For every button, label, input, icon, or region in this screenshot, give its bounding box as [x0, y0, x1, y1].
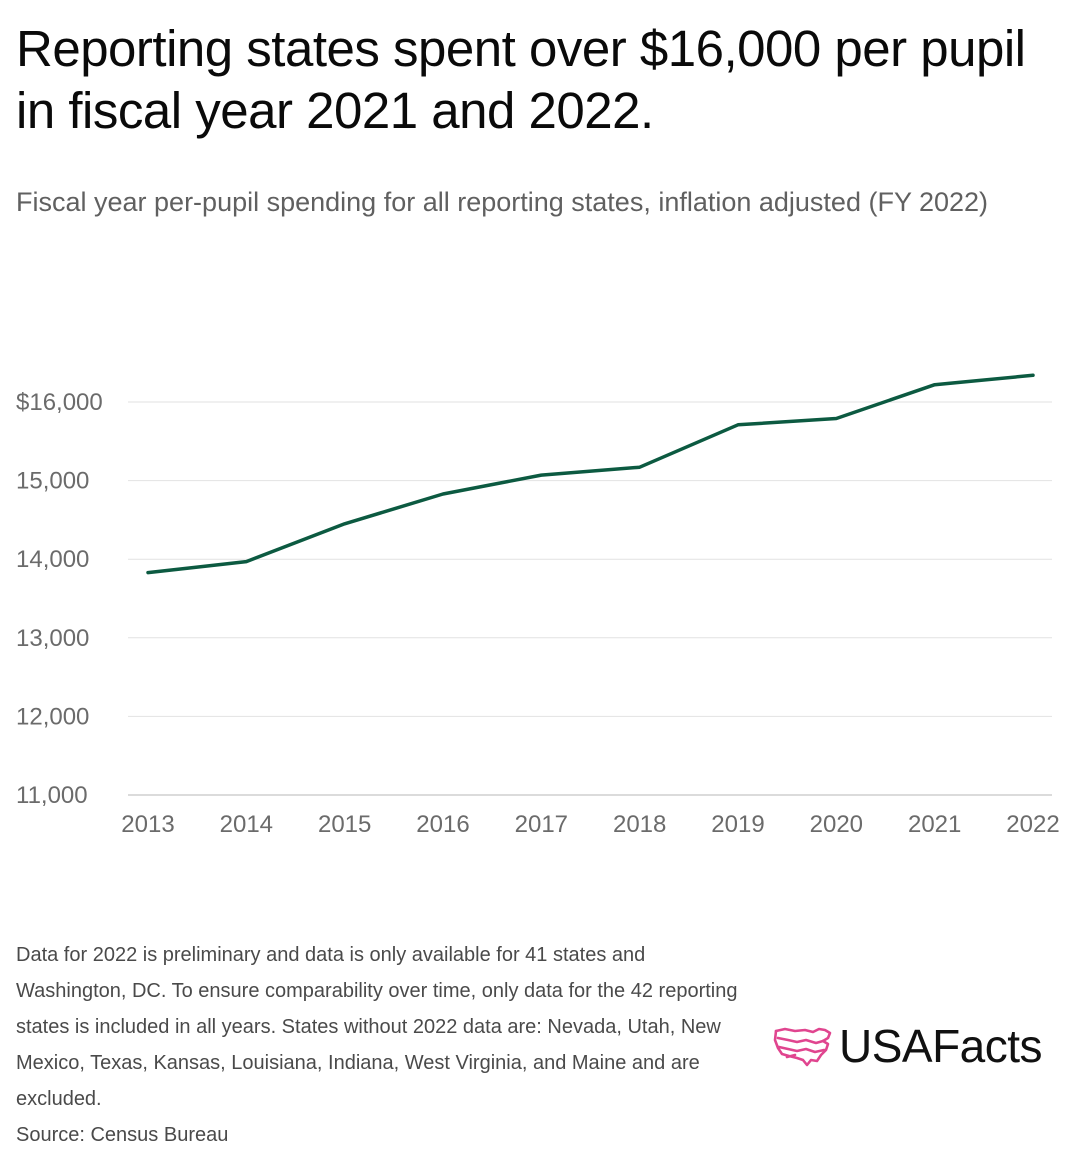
y-tick-label: 12,000: [16, 703, 89, 730]
x-tick-label: 2017: [515, 811, 568, 838]
data-point: [933, 383, 937, 387]
data-point: [539, 473, 543, 477]
logo-wordmark: USAFacts: [839, 1020, 1043, 1072]
data-point: [638, 465, 642, 469]
source-note: Source: Census Bureau: [16, 1124, 229, 1146]
data-point: [834, 417, 838, 421]
data-point: [1031, 373, 1035, 377]
data-point: [146, 571, 150, 575]
x-tick-label: 2022: [1006, 811, 1059, 838]
data-point: [343, 522, 347, 526]
y-tick-label: 11,000: [16, 782, 88, 809]
series-line: [146, 373, 1035, 575]
x-tick-label: 2015: [318, 811, 371, 838]
line-chart: 11,000 12,000 13,000 14,000 15,000 $16,000 201…: [16, 373, 1060, 838]
x-tick-label: 2014: [220, 811, 273, 838]
data-point: [441, 492, 445, 496]
chart-subtitle: Fiscal year per-pupil spending for all r…: [16, 187, 989, 217]
y-tick-label: 14,000: [16, 546, 89, 573]
x-tick-label: 2019: [711, 811, 764, 838]
usafacts-logo: USAFacts: [773, 1016, 1043, 1076]
x-tick-label: 2013: [121, 811, 174, 838]
y-tick-label: 13,000: [16, 625, 89, 652]
data-point: [244, 560, 248, 564]
data-point: [736, 423, 740, 427]
x-tick-label: 2021: [908, 811, 961, 838]
x-tick-label: 2016: [416, 811, 469, 838]
footnote: Data for 2022 is preliminary and data is…: [16, 944, 738, 1110]
chart-title: Reporting states spent over $16,000 per …: [16, 20, 1026, 139]
y-tick-label: $16,000: [16, 389, 103, 416]
y-tick-label: 15,000: [16, 468, 89, 495]
x-tick-label: 2018: [613, 811, 666, 838]
usa-map-icon: [773, 1027, 832, 1067]
x-tick-label: 2020: [810, 811, 863, 838]
